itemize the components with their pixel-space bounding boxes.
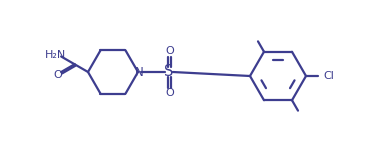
Text: O: O [165, 88, 174, 97]
Text: O: O [165, 47, 174, 56]
Text: Cl: Cl [324, 71, 334, 81]
Text: N: N [135, 66, 144, 78]
Text: S: S [164, 65, 174, 79]
Text: H₂N: H₂N [45, 50, 66, 60]
Text: O: O [54, 70, 63, 79]
